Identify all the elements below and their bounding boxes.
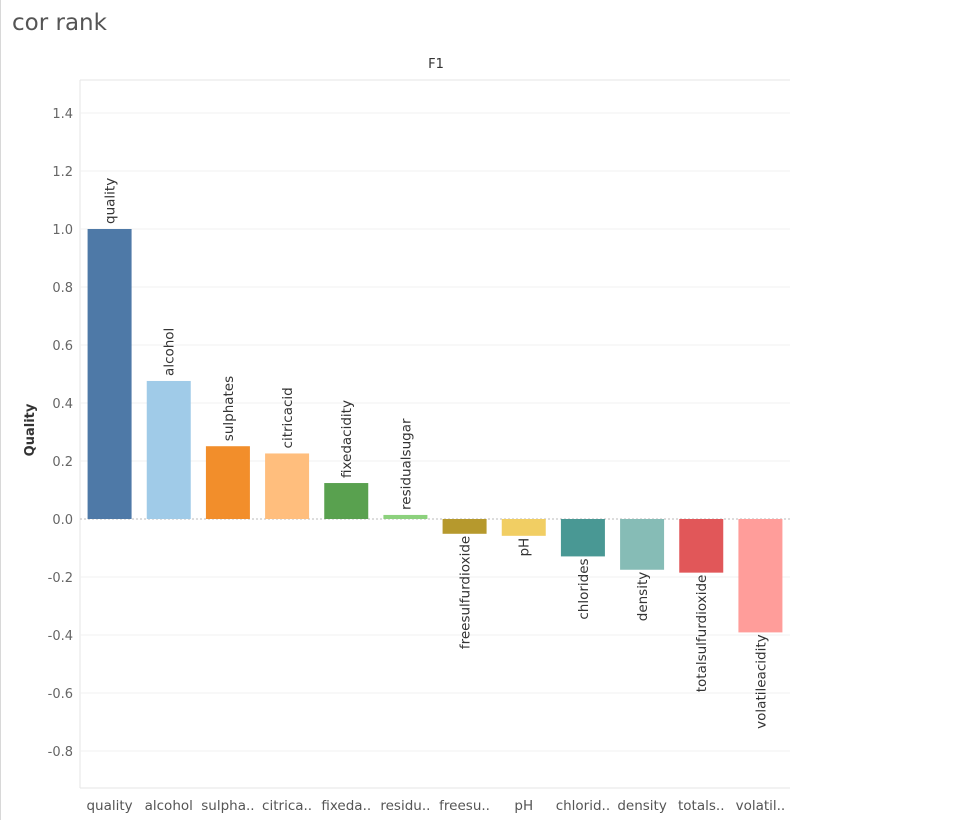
x-tick-label: totals.. bbox=[678, 798, 725, 814]
bars bbox=[87, 229, 783, 633]
x-tick-label: alcohol bbox=[145, 798, 193, 814]
bar-label-volatileacidity: volatileacidity bbox=[753, 634, 769, 728]
bar-quality[interactable] bbox=[87, 229, 132, 519]
y-tick-label: 0.0 bbox=[52, 513, 73, 528]
x-tick-label: pH bbox=[514, 798, 533, 814]
bar-alcohol[interactable] bbox=[146, 380, 191, 519]
y-axis: 1.4 1.2 1.0 0.8 0.6 0.4 0.2 0.0 -0.2 -0.4 -0.6 -0.8 bbox=[48, 107, 73, 760]
y-tick-label: -0.6 bbox=[48, 687, 73, 702]
bar-labels: quality alcohol sulphates citricacid fixedac… bbox=[103, 178, 770, 729]
bar-volatileacidity[interactable] bbox=[738, 519, 783, 633]
x-tick-label: citrica.. bbox=[262, 798, 312, 814]
x-tick-label: chlorid.. bbox=[556, 798, 610, 814]
y-tick-label: 1.4 bbox=[52, 107, 73, 122]
y-tick-label: 1.2 bbox=[52, 165, 73, 180]
bar-sulphates[interactable] bbox=[205, 446, 250, 519]
bar-label-quality: quality bbox=[103, 178, 119, 224]
x-tick-label: residu.. bbox=[380, 798, 430, 814]
bar-label-sulphates: sulphates bbox=[221, 376, 237, 441]
y-axis-title: Quality bbox=[23, 403, 38, 456]
y-tick-label: 0.2 bbox=[52, 455, 73, 470]
chart-header: F1 bbox=[428, 57, 444, 72]
y-tick-label: 0.8 bbox=[52, 281, 73, 296]
y-tick-label: 0.6 bbox=[52, 339, 73, 354]
bar-label-residualsugar: residualsugar bbox=[398, 418, 414, 510]
x-tick-label: freesu.. bbox=[439, 798, 490, 814]
bar-label-totalsulfurdioxide: totalsulfurdioxide bbox=[694, 575, 710, 693]
bar-label-density: density bbox=[635, 572, 651, 622]
bar-citricacid[interactable] bbox=[265, 453, 310, 519]
y-tick-label: 1.0 bbox=[52, 223, 73, 238]
x-tick-label: volatil.. bbox=[736, 798, 786, 814]
x-tick-label: quality bbox=[86, 798, 132, 814]
bar-label-chlorides: chlorides bbox=[576, 558, 592, 619]
bar-freesulfurdioxide[interactable] bbox=[442, 519, 487, 534]
bar-label-fixedacidity: fixedacidity bbox=[339, 400, 355, 478]
bar-pH[interactable] bbox=[501, 519, 546, 536]
bar-residualsugar[interactable] bbox=[383, 514, 428, 519]
gridlines bbox=[79, 79, 790, 789]
y-tick-label: -0.8 bbox=[48, 745, 73, 760]
x-tick-label: sulpha.. bbox=[201, 798, 254, 814]
bar-label-pH: pH bbox=[517, 538, 533, 557]
bar-label-alcohol: alcohol bbox=[162, 328, 178, 376]
y-tick-label: 0.4 bbox=[52, 397, 73, 412]
bar-label-freesulfurdioxide: freesulfurdioxide bbox=[458, 536, 474, 649]
x-tick-label: fixeda.. bbox=[321, 798, 371, 814]
page-title: cor rank bbox=[12, 10, 107, 36]
bar-fixedacidity[interactable] bbox=[324, 483, 369, 519]
y-tick-label: -0.4 bbox=[48, 629, 73, 644]
x-axis-categories: quality alcohol sulpha.. citrica.. fixeda.. r… bbox=[86, 798, 785, 814]
y-tick-label: -0.2 bbox=[48, 571, 73, 586]
bar-chlorides[interactable] bbox=[560, 519, 605, 557]
bar-label-citricacid: citricacid bbox=[280, 387, 296, 448]
bar-totalsulfurdioxide[interactable] bbox=[679, 519, 724, 573]
x-tick-label: density bbox=[617, 798, 667, 814]
bar-density[interactable] bbox=[620, 519, 665, 570]
